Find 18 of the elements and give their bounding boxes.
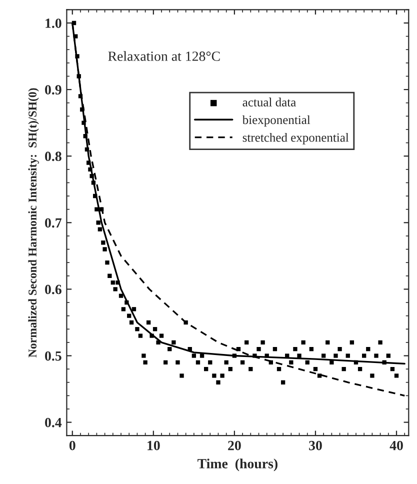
y-tick-label: 0.5 xyxy=(45,351,62,361)
x-tick-label: 30 xyxy=(309,440,322,450)
y-tick-label: 0.6 xyxy=(45,284,62,294)
legend-label: biexponential xyxy=(242,115,310,127)
y-tick-label: 0.7 xyxy=(45,218,62,228)
y-tick-label: 0.4 xyxy=(45,418,62,428)
y-tick-label: 0.8 xyxy=(45,152,62,162)
x-tick-label: 10 xyxy=(148,440,160,450)
legend-label: actual data xyxy=(242,98,296,106)
x-tick-label: 0 xyxy=(69,440,76,450)
x-tick-label: 40 xyxy=(390,440,403,450)
y-tick-label: 1.0 xyxy=(46,18,62,28)
x-axis-title: Time (hours) xyxy=(198,458,278,472)
y-axis-title: Normalized Second Harmonic Intensity: SH(t)/SH(0) xyxy=(28,88,39,358)
legend-label: stretched exponential xyxy=(242,132,349,144)
x-tick-label: 20 xyxy=(228,440,241,450)
y-tick-label: 0.9 xyxy=(45,85,62,95)
annotation: Relaxation at 128°C xyxy=(108,51,220,61)
